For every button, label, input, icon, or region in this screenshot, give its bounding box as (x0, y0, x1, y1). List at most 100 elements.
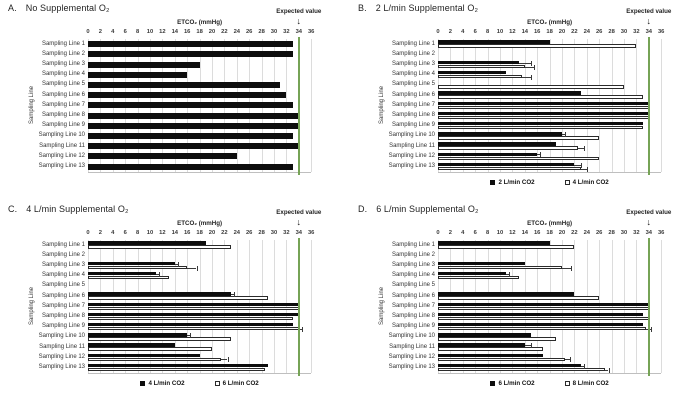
category-label: Sampling Line 12 (388, 152, 435, 159)
bar-series1-row7 (438, 101, 649, 106)
error-bar-cap (571, 265, 573, 271)
legend: 6 L/min CO2 8 L/min CO2 (438, 380, 661, 387)
x-tick-label: 0 (86, 230, 90, 236)
legend-label: 2 L/min CO2 (498, 178, 535, 186)
bar-series1-row3 (88, 261, 175, 266)
error-bar-cap (586, 166, 588, 172)
x-tick-label: 10 (496, 29, 504, 35)
bar-series2-row12 (438, 156, 600, 161)
gridline (574, 240, 576, 373)
category-label: Sampling Line 13 (388, 364, 435, 370)
bar-series2-row9 (438, 125, 643, 130)
bar-series1-row12 (88, 353, 200, 358)
expected-value-line (297, 238, 300, 376)
x-tick-label: 26 (245, 230, 253, 236)
error-bar (562, 267, 572, 269)
error-bar-cap (580, 162, 582, 168)
panel-title-text: 2 L/min Supplemental O₂ (375, 3, 479, 13)
gridline (125, 240, 127, 373)
gridline (611, 240, 613, 373)
category-label: Sampling Line 7 (391, 302, 435, 309)
gridline (537, 240, 539, 373)
bar-series2-row8 (88, 316, 293, 321)
x-axis-label: ETCO₂ (mmHg) (527, 19, 573, 26)
panel-a: A. No Supplemental O₂ Expected value ↓ ETCO₂… (0, 0, 350, 200)
category-label: Sampling Line 13 (38, 364, 85, 370)
bar-series1-row6 (438, 292, 575, 296)
x-tick-label: 8 (485, 230, 490, 236)
gridline (500, 240, 501, 373)
bar-series1-row10 (438, 132, 562, 136)
x-tick-label: 8 (135, 230, 140, 236)
x-tick-label: 14 (171, 29, 179, 35)
category-label: Sampling Line 7 (41, 101, 85, 108)
x-tick-label: 32 (283, 29, 290, 35)
gridline (174, 240, 176, 373)
gridline (549, 39, 551, 172)
bar-series2-row6 (88, 296, 268, 300)
category-label: Sampling Line 9 (41, 122, 85, 129)
bar-series2-row1 (438, 44, 637, 48)
category-label: Sampling Line 4 (391, 71, 435, 78)
bar-series1-row13 (438, 363, 581, 368)
bar-series1-row11 (88, 343, 175, 347)
gridline (462, 240, 464, 373)
panel-title-text: 4 L/min Supplemental O₂ (26, 204, 129, 214)
category-label: Sampling Line 9 (391, 122, 435, 129)
error-bar (524, 66, 535, 68)
expected-value-line (647, 37, 650, 175)
x-tick-label: 18 (546, 230, 553, 236)
gridline (311, 39, 313, 172)
error-bar (524, 345, 531, 347)
panel-b: B. 2 L/min Supplemental O₂ Expected value ↓… (350, 0, 700, 200)
category-label: Sampling Line 12 (388, 353, 435, 360)
bar-series1-row10 (88, 333, 188, 337)
category-label: Sampling Line 2 (41, 251, 85, 258)
category-label: Sampling Line 12 (38, 152, 85, 159)
x-tick-label: 24 (583, 29, 591, 35)
bar-series1-row11 (438, 343, 525, 347)
error-bar (605, 369, 609, 371)
bar-series2-row13 (438, 166, 581, 171)
gridline (487, 240, 489, 373)
x-tick-label: 14 (171, 230, 179, 236)
error-bar-cap (534, 64, 536, 70)
error-bar (156, 273, 160, 275)
bar-series1-row9 (88, 122, 299, 129)
down-arrow-icon: ↓ (296, 217, 302, 227)
gridline (599, 240, 601, 373)
x-axis-label: ETCO₂ (mmHg) (177, 19, 223, 26)
expected-value-label: Expected value (626, 209, 672, 216)
bar-series2-row3 (438, 64, 525, 69)
error-bar-cap (531, 74, 532, 80)
legend-label: 8 L/min CO2 (572, 379, 609, 387)
gridline (487, 39, 489, 172)
gridline (574, 39, 576, 172)
category-label: Sampling Line 7 (391, 101, 435, 108)
gridline (462, 39, 464, 172)
x-tick-label: 14 (521, 230, 529, 236)
bar-series2-row6 (438, 95, 643, 99)
category-label: Sampling Line 13 (388, 163, 435, 169)
x-tick-label: 16 (183, 230, 191, 236)
bar-series1-row12 (438, 152, 538, 157)
category-label: Sampling Line 10 (38, 132, 85, 139)
gridline (500, 39, 501, 172)
bar-series1-row13 (88, 363, 268, 368)
category-label: Sampling Line 6 (41, 292, 85, 299)
category-label: Sampling Line 11 (389, 343, 435, 350)
x-tick-label: 4 (111, 230, 115, 236)
category-label: Sampling Line 8 (391, 313, 435, 319)
x-axis-label: ETCO₂ (mmHg) (177, 220, 223, 227)
bar-series1-row12 (88, 153, 237, 160)
legend-swatch-open-icon (564, 179, 570, 185)
x-tick-label: 2 (448, 230, 453, 236)
category-label: Sampling Line 10 (388, 333, 435, 340)
error-bar (580, 168, 587, 170)
category-label: Sampling Line 2 (41, 50, 85, 57)
gridline (524, 240, 526, 373)
bar-series1-row2 (88, 51, 293, 58)
error-bar-cap (540, 152, 542, 158)
bar-series1-row5 (88, 81, 281, 88)
gridline (187, 240, 189, 373)
